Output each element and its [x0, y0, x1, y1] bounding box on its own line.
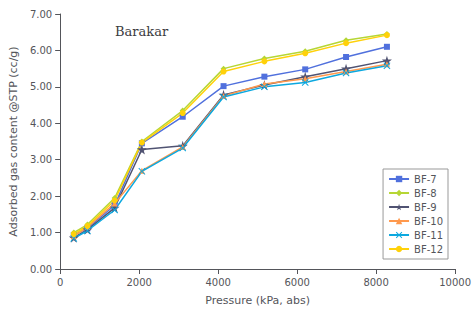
svg-text:4000: 4000	[205, 277, 230, 288]
svg-text:BF-9: BF-9	[414, 202, 437, 213]
svg-text:0: 0	[57, 277, 63, 288]
svg-text:Pressure (kPa, abs): Pressure (kPa, abs)	[205, 294, 310, 307]
svg-text:BF-10: BF-10	[414, 216, 443, 227]
svg-text:10000: 10000	[439, 277, 471, 288]
svg-text:Adsorbed gas content @STP (cc/: Adsorbed gas content @STP (cc/g)	[7, 46, 20, 236]
svg-text:2.00: 2.00	[30, 191, 52, 202]
svg-text:Barakar: Barakar	[115, 24, 169, 39]
svg-text:BF-12: BF-12	[414, 244, 443, 255]
svg-text:2000: 2000	[126, 277, 151, 288]
svg-text:0.00: 0.00	[30, 264, 52, 275]
svg-text:BF-7: BF-7	[414, 174, 437, 185]
svg-text:7.00: 7.00	[30, 9, 52, 20]
svg-text:8000: 8000	[363, 277, 388, 288]
svg-text:6.00: 6.00	[30, 45, 52, 56]
svg-text:5.00: 5.00	[30, 81, 52, 92]
svg-text:1.00: 1.00	[30, 227, 52, 238]
svg-text:4.00: 4.00	[30, 118, 52, 129]
svg-text:BF-11: BF-11	[414, 230, 443, 241]
svg-text:BF-8: BF-8	[414, 188, 437, 199]
svg-text:3.00: 3.00	[30, 154, 52, 165]
svg-text:6000: 6000	[284, 277, 309, 288]
